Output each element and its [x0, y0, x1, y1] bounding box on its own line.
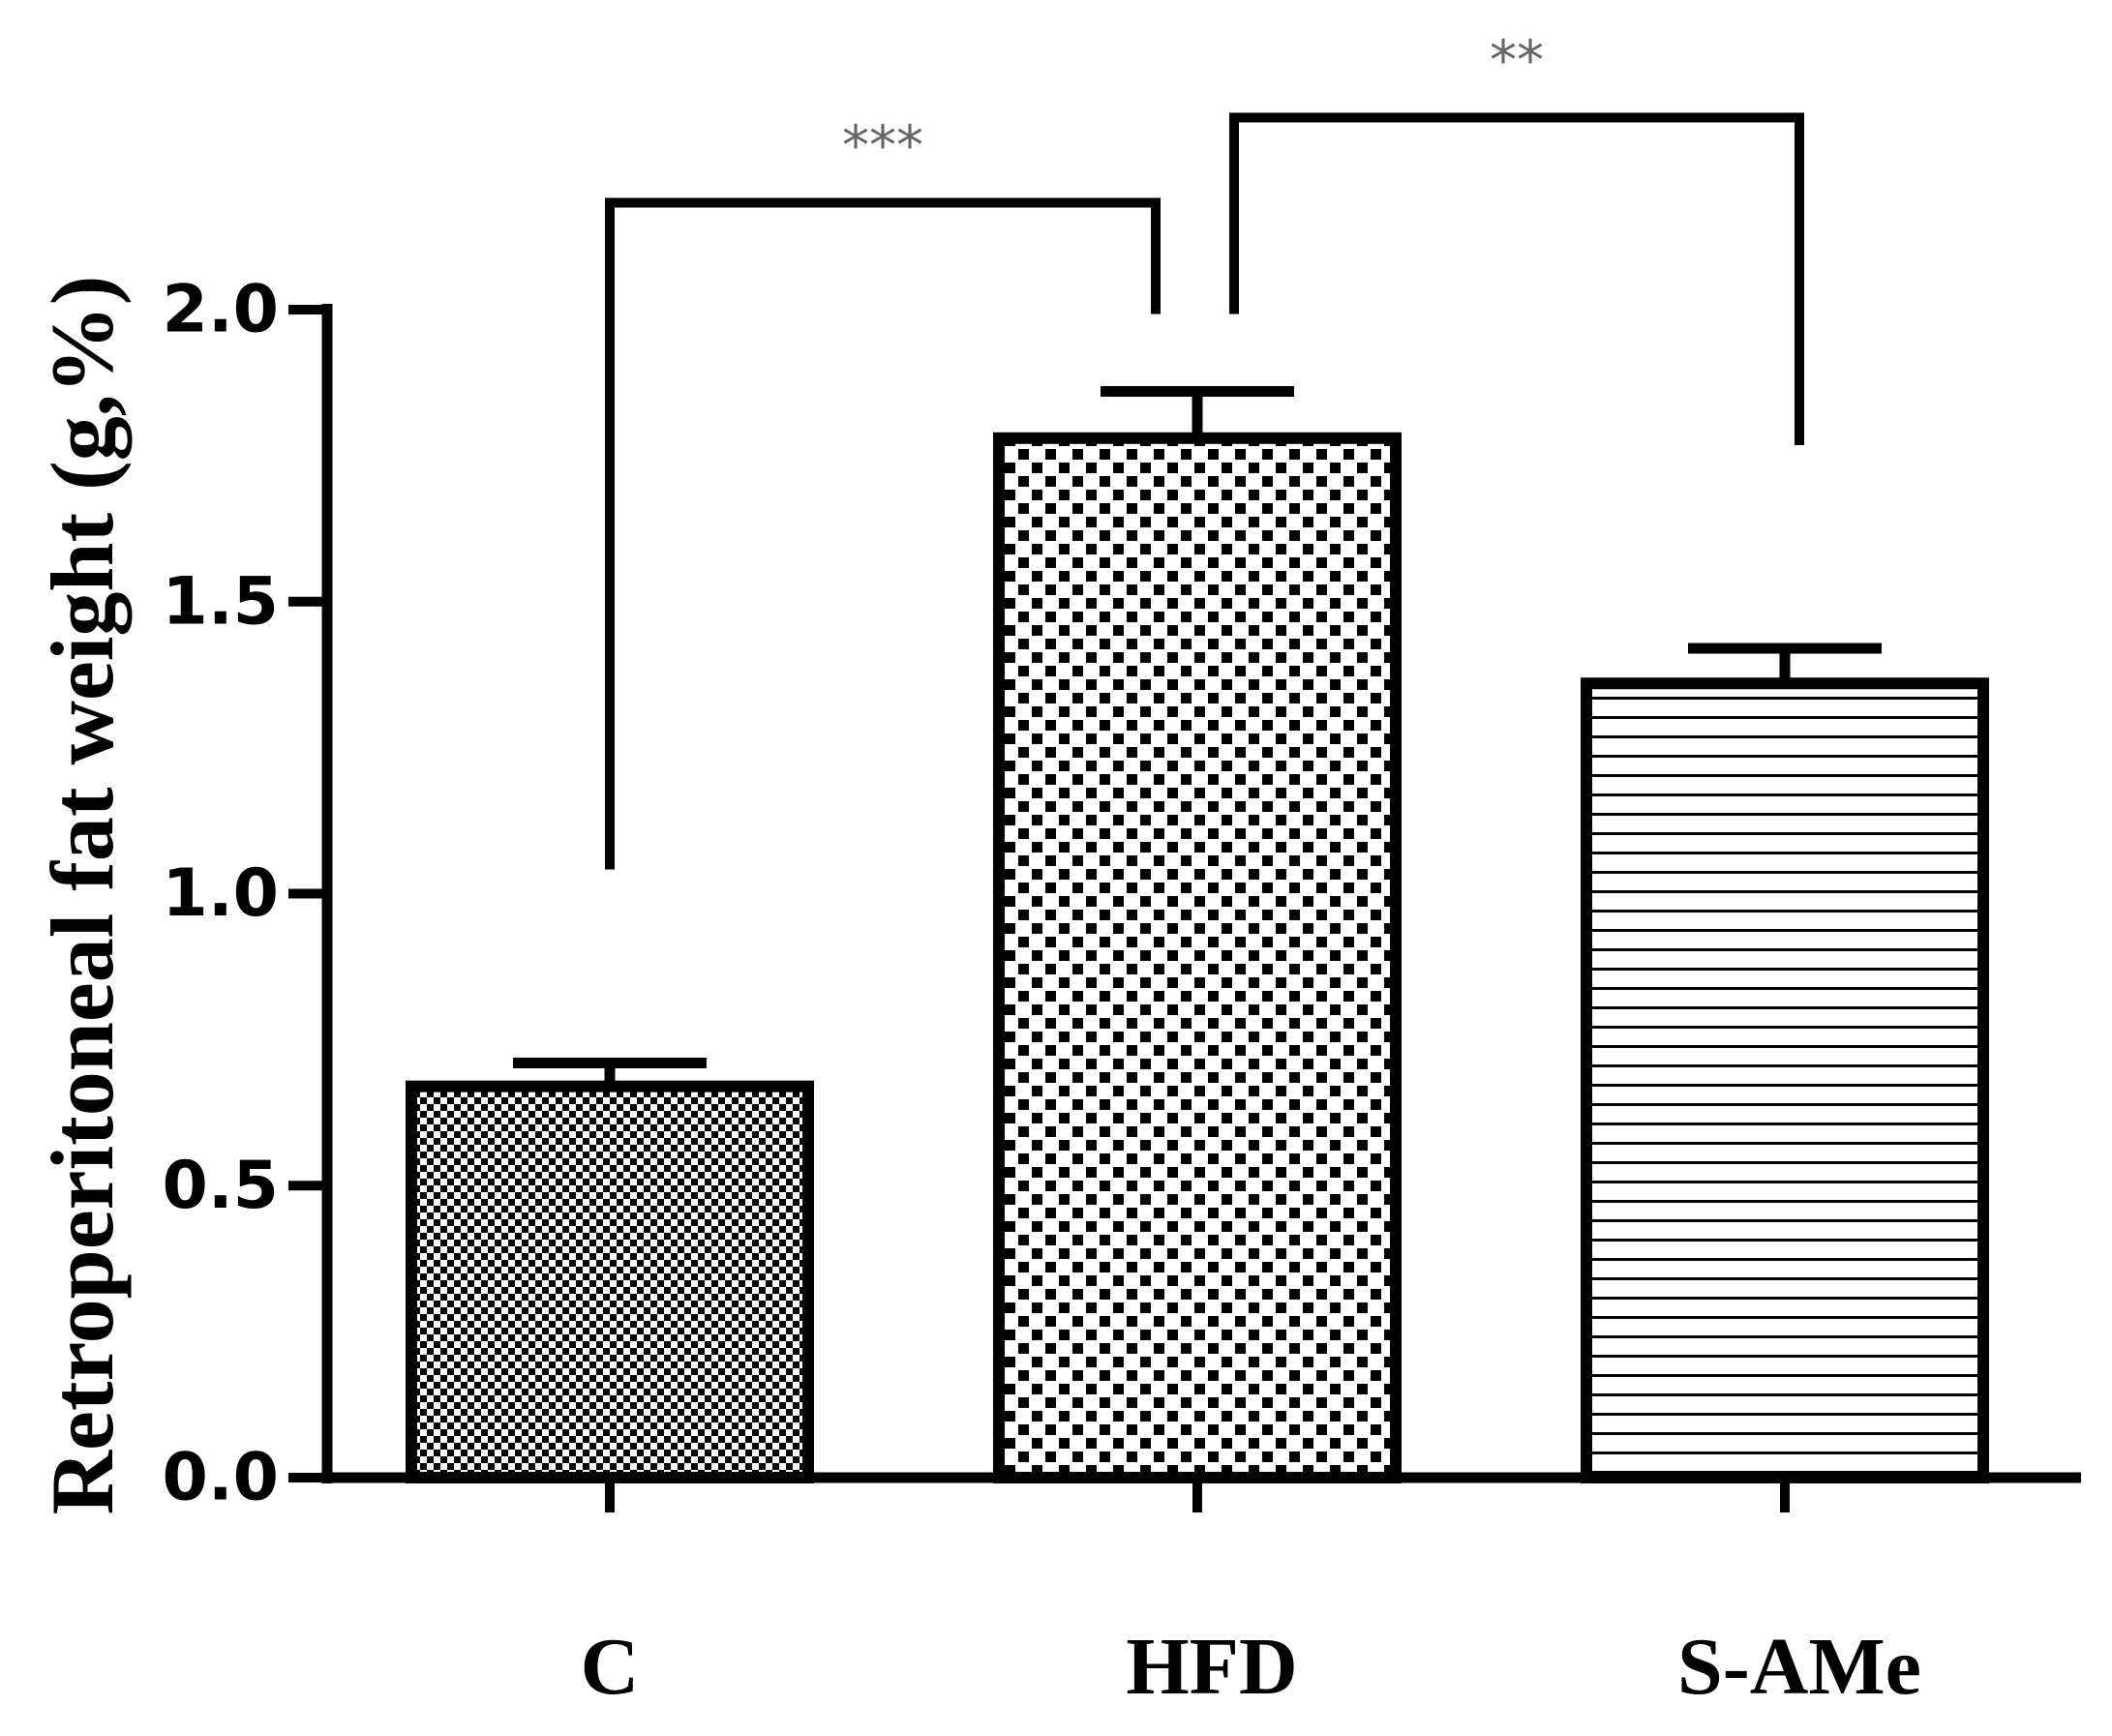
significance-bracket	[605, 197, 1161, 870]
y-tick-label: 1.0	[163, 855, 279, 932]
y-tick-label: 2.0	[163, 272, 279, 348]
y-tick-label: 0.5	[163, 1148, 279, 1224]
y-tick-label: 1.5	[163, 563, 279, 640]
bar	[406, 1080, 814, 1484]
significance-bracket	[1229, 112, 1804, 446]
y-tick-label: 0.0	[163, 1440, 279, 1516]
bar	[993, 432, 1402, 1483]
y-axis-label: Retroperitoneal fat weight (g,%)	[33, 276, 132, 1515]
x-tick-label: HFD	[1126, 1622, 1297, 1712]
x-tick-label: C	[581, 1622, 640, 1712]
significance-label: **	[1490, 29, 1544, 92]
x-tick-label: S-AMe	[1677, 1622, 1921, 1712]
significance-label: ***	[842, 114, 923, 177]
bar	[1581, 677, 1989, 1483]
